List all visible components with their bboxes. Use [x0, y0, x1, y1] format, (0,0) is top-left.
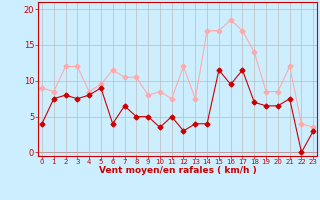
- X-axis label: Vent moyen/en rafales ( km/h ): Vent moyen/en rafales ( km/h ): [99, 166, 256, 175]
